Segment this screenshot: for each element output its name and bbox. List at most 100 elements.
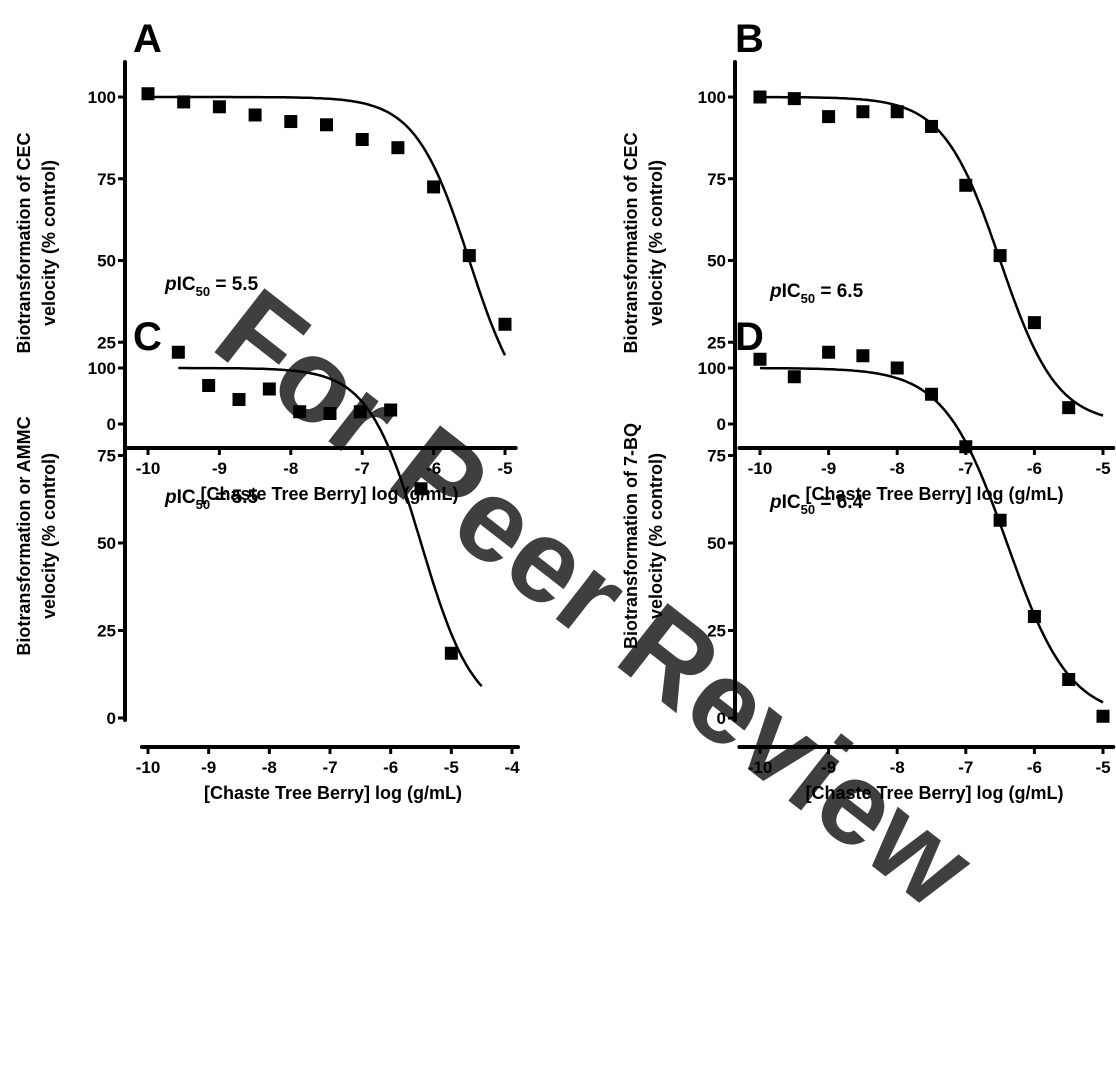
x-tick-label: -10 xyxy=(136,758,161,777)
x-tick-label: -6 xyxy=(383,758,398,777)
y-tick-label: 100 xyxy=(88,359,116,378)
y-tick-label: 25 xyxy=(707,622,726,641)
data-point xyxy=(462,249,476,263)
data-point xyxy=(498,317,512,331)
data-point xyxy=(753,352,767,366)
y-tick-label: 100 xyxy=(698,359,726,378)
x-axis-title: [Chaste Tree Berry] log (g/mL) xyxy=(204,783,462,803)
x-tick-label: -7 xyxy=(958,459,973,478)
fit-curve xyxy=(760,366,1104,704)
x-tick-label: -6 xyxy=(426,459,441,478)
x-tick-label: -7 xyxy=(958,758,973,777)
data-point xyxy=(890,361,904,375)
y-tick-label: 0 xyxy=(717,709,726,728)
data-point xyxy=(232,393,246,406)
x-tick-label: -8 xyxy=(262,758,277,777)
x-tick-label: -8 xyxy=(890,459,905,478)
x-tick-label: -5 xyxy=(1095,758,1110,777)
data-point xyxy=(822,110,836,124)
data-point xyxy=(444,646,458,660)
x-tick-label: -10 xyxy=(136,459,161,478)
y-tick-label: 50 xyxy=(97,252,116,271)
x-tick-label: -10 xyxy=(748,459,773,478)
pic50-annotation: pIC50 = 6.4 xyxy=(769,492,864,517)
x-axis-title: [Chaste Tree Berry] log (g/mL) xyxy=(805,783,1063,803)
plot-panels: A 0 25 50 75 100 -10 -9 -8 -7 -6 -5 [Chaste Tree Ber… xyxy=(14,17,1116,803)
y-axis-title-line1: Biotransformation of 7-BQ xyxy=(621,423,641,649)
data-point xyxy=(787,370,801,384)
chart-panel-d: D 0 25 50 75 100 -10 -9 -8 -7 -6 -5 [Chaste Tree Ber… xyxy=(621,315,1116,803)
panel-letter: B xyxy=(735,17,764,61)
x-axis-title: [Chaste Tree Berry] log (g/mL) xyxy=(805,484,1063,504)
data-point xyxy=(925,387,938,401)
y-tick-label: 75 xyxy=(97,447,116,466)
x-tick-label: -9 xyxy=(212,459,227,478)
y-tick-label: 50 xyxy=(97,534,116,553)
y-tick-label: 0 xyxy=(107,415,116,434)
y-tick-label: 0 xyxy=(107,709,116,728)
data-point xyxy=(384,403,398,417)
data-point xyxy=(1027,316,1041,330)
panel-letter: D xyxy=(735,315,764,359)
data-point xyxy=(959,440,973,454)
y-axis-title-line1: Biotransformation or AMMC xyxy=(14,416,34,655)
data-point xyxy=(1096,709,1110,723)
x-tick-label: -5 xyxy=(1095,459,1110,478)
y-axis-title-line2: velocity (% control) xyxy=(39,160,59,326)
pic50-annotation: pIC50 = 5.5 xyxy=(164,487,259,512)
y-tick-label: 0 xyxy=(717,415,726,434)
data-point xyxy=(177,95,191,109)
data-point xyxy=(141,87,155,101)
x-tick-label: -4 xyxy=(504,758,520,777)
data-point xyxy=(925,119,938,133)
y-tick-label: 75 xyxy=(97,170,116,189)
data-point xyxy=(320,118,333,132)
data-point xyxy=(753,90,767,104)
x-tick-label: -6 xyxy=(1027,758,1042,777)
panel-letter: A xyxy=(133,17,162,61)
data-point xyxy=(993,513,1007,527)
data-point xyxy=(284,115,298,129)
data-point xyxy=(171,345,185,359)
data-point xyxy=(202,379,216,392)
data-point xyxy=(822,345,836,359)
data-point xyxy=(248,108,262,122)
x-tick-label: -8 xyxy=(890,758,905,777)
data-point xyxy=(1027,610,1041,623)
x-tick-label: -9 xyxy=(201,758,216,777)
data-point xyxy=(391,141,405,155)
x-tick-label: -10 xyxy=(748,758,773,777)
data-point xyxy=(890,105,904,119)
y-tick-label: 75 xyxy=(707,170,726,189)
x-tick-label: -9 xyxy=(821,459,836,478)
data-point xyxy=(355,133,369,147)
data-point xyxy=(414,482,428,496)
data-point xyxy=(262,382,276,396)
data-point xyxy=(993,249,1007,263)
y-axis-title-line2: velocity (% control) xyxy=(39,453,59,619)
pic50-annotation: pIC50 = 5.5 xyxy=(164,274,259,299)
y-tick-label: 50 xyxy=(707,252,726,271)
chart-panel-b: B 0 25 50 75 100 -10 -9 -8 -7 -6 -5 [Chaste Tree Ber… xyxy=(621,17,1116,504)
x-tick-label: -6 xyxy=(1027,459,1042,478)
fit-curve xyxy=(178,366,483,688)
data-point xyxy=(293,405,307,419)
fit-curve xyxy=(148,95,507,356)
data-point xyxy=(959,178,973,192)
data-point xyxy=(427,180,441,194)
y-tick-label: 75 xyxy=(707,447,726,466)
pic50-annotation: pIC50 = 6.5 xyxy=(769,281,864,306)
x-tick-label: -8 xyxy=(283,459,298,478)
panel-letter: C xyxy=(133,315,162,359)
x-tick-label: -7 xyxy=(355,459,370,478)
y-tick-label: 100 xyxy=(88,88,116,107)
y-axis-title-line2: velocity (% control) xyxy=(646,160,666,326)
y-tick-label: 50 xyxy=(707,534,726,553)
data-point xyxy=(212,100,226,114)
y-axis-title-line1: Biotransformation of CEC xyxy=(14,132,34,353)
data-point xyxy=(1062,401,1076,415)
data-point xyxy=(323,407,337,420)
x-tick-label: -5 xyxy=(497,459,512,478)
watermark: For Peer Review xyxy=(192,264,998,934)
